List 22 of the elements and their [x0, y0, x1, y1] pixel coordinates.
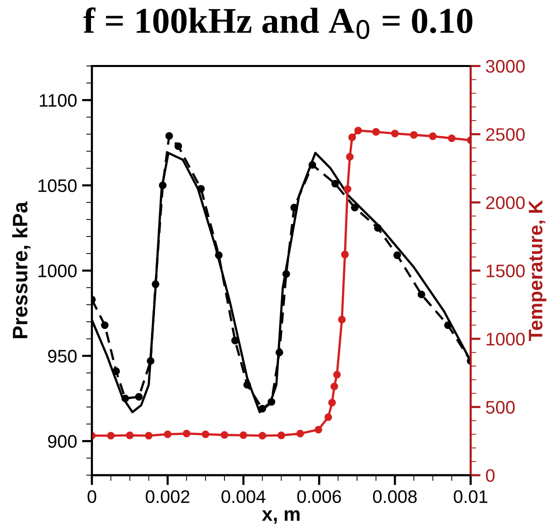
x-tick-label: 0.01: [454, 490, 488, 504]
x-tick-label: 0.004: [222, 490, 266, 504]
y2-tick-label: 1000: [486, 332, 525, 346]
y-tick-label: 950: [48, 350, 77, 363]
x-tick-label: 0: [88, 490, 96, 504]
y-tick-label: 1050: [38, 179, 77, 192]
x-tick-label: 0.006: [297, 490, 341, 504]
x-axis-title: x, m: [262, 510, 300, 524]
y-tick-label: 1100: [40, 94, 77, 107]
y2-tick-label: 0: [486, 469, 495, 482]
y2-axis-title: Temperature, K: [528, 200, 546, 341]
y-tick-label: 900: [48, 435, 77, 448]
y2-tick-label: 3000: [486, 60, 525, 73]
x-tick-label: 0.008: [373, 490, 417, 504]
y2-tick-label: 2500: [486, 128, 525, 141]
y2-tick-label: 2000: [486, 196, 525, 210]
chart-title: f = 100kHz and A$_{0}$ = 0.10: [83, 7, 472, 40]
x-tick-label: 0.002: [146, 490, 190, 504]
y-axis-title: Pressure, kPa: [12, 202, 31, 338]
y2-tick-label: 500: [486, 400, 515, 414]
y-tick-label: 1000: [38, 264, 77, 278]
y2-tick-label: 1500: [486, 264, 525, 278]
